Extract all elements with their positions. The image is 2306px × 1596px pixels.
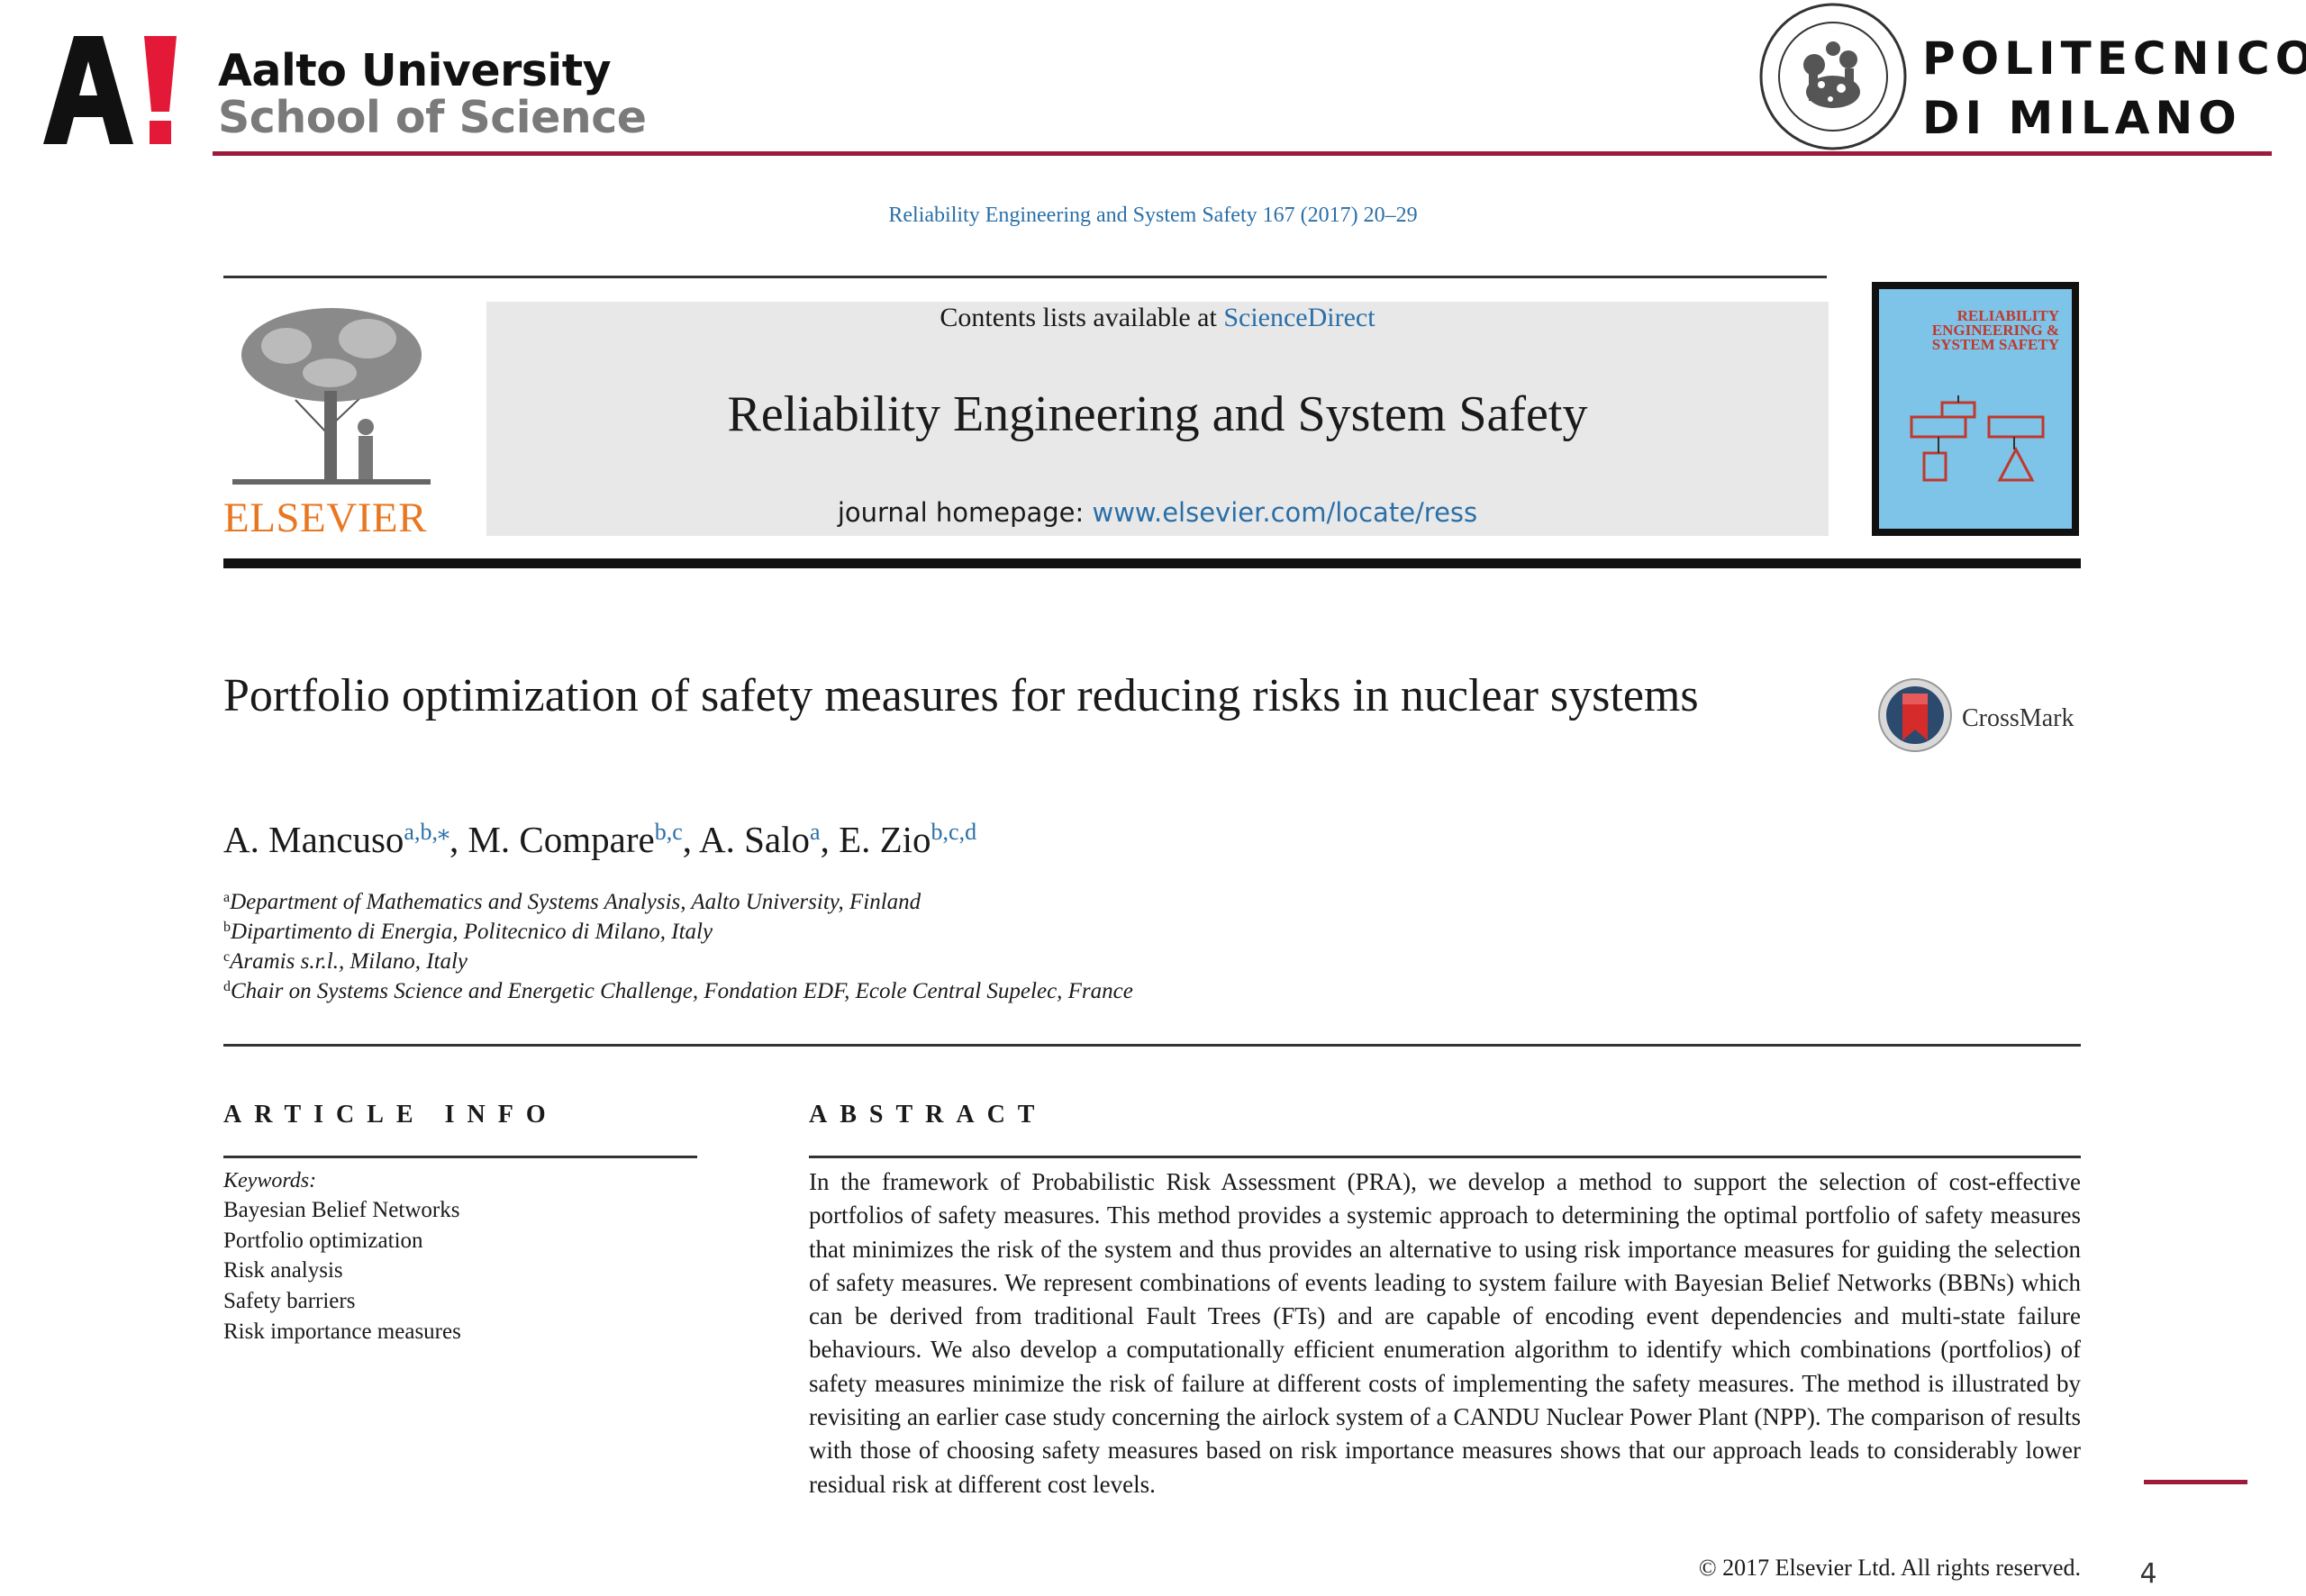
affiliation-item: aDepartment of Mathematics and Systems A…	[223, 890, 921, 915]
keyword-item: Risk importance measures	[223, 1319, 461, 1344]
affiliation-text: Department of Mathematics and Systems An…	[230, 890, 921, 914]
journal-citation[interactable]: Reliability Engineering and System Safet…	[888, 204, 1418, 227]
section-divider	[223, 1044, 2081, 1047]
affiliation-item: cAramis s.r.l., Milano, Italy	[223, 949, 468, 975]
header-divider	[213, 151, 2272, 156]
keyword-item: Risk analysis	[223, 1258, 343, 1283]
author-name[interactable]: E. Zio	[839, 819, 931, 860]
contents-available-line: Contents lists available at ScienceDirec…	[486, 303, 1829, 333]
keyword-item: Portfolio optimization	[223, 1229, 423, 1253]
keyword-item: Bayesian Belief Networks	[223, 1198, 460, 1222]
cover-title: RELIABILITY ENGINEERING & SYSTEM SAFETY	[1931, 307, 2059, 353]
author-name[interactable]: A. Salo	[699, 819, 811, 860]
sciencedirect-link[interactable]: ScienceDirect	[1223, 303, 1375, 332]
crossmark-icon[interactable]	[1877, 677, 1953, 753]
polimi-seal-icon	[1759, 3, 1907, 150]
polimi-name-line1: POLITECNICO	[1922, 32, 2306, 85]
article-title: Portfolio optimization of safety measure…	[223, 670, 1699, 721]
page-number: 4	[2139, 1558, 2157, 1590]
affiliation-text: Aramis s.r.l., Milano, Italy	[230, 949, 468, 974]
aalto-logo	[43, 36, 177, 144]
affiliation-key: c	[223, 949, 231, 965]
journal-header-box	[486, 302, 1829, 536]
aalto-university-name: Aalto University	[218, 45, 612, 96]
cover-diagram-icon	[1910, 395, 2045, 482]
crossmark-label[interactable]: CrossMark	[1962, 704, 2074, 732]
journal-homepage-line: journal homepage: www.elsevier.com/locat…	[486, 497, 1829, 528]
elsevier-wordmark: ELSEVIER	[223, 494, 427, 541]
copyright-notice: © 2017 Elsevier Ltd. All rights reserved…	[1698, 1555, 2081, 1581]
author-name[interactable]: M. Compare	[468, 819, 655, 860]
keywords-label: Keywords:	[223, 1169, 317, 1192]
article-info-heading: ARTICLE INFO	[223, 1101, 558, 1129]
author-affiliation-marks: b,c	[654, 819, 683, 845]
band-bottom-divider	[223, 558, 2081, 568]
affiliation-item: dChair on Systems Science and Energetic …	[223, 979, 1133, 1004]
journal-title: Reliability Engineering and System Safet…	[727, 386, 1588, 442]
affiliation-text: Dipartimento di Energia, Politecnico di …	[231, 920, 713, 944]
author-name[interactable]: A. Mancuso	[223, 819, 404, 860]
journal-cover-image: RELIABILITY ENGINEERING & SYSTEM SAFETY	[1872, 282, 2079, 536]
author-affiliation-marks: b,c,d	[931, 819, 977, 845]
keyword-item: Safety barriers	[223, 1289, 356, 1313]
homepage-prefix: journal homepage:	[837, 497, 1093, 528]
contents-prefix: Contents lists available at	[940, 303, 1224, 332]
author-affiliation-marks: a,b,⁎	[404, 819, 449, 845]
journal-cover-art: RELIABILITY ENGINEERING & SYSTEM SAFETY	[1879, 289, 2072, 529]
affiliation-key: d	[223, 979, 231, 994]
affiliation-key: a	[223, 890, 231, 905]
affiliation-text: Chair on Systems Science and Energetic C…	[231, 979, 1133, 1003]
author-list: A. Mancusoa,b,⁎, M. Compareb,c, A. Saloa…	[223, 819, 977, 860]
elsevier-tree-icon	[232, 308, 431, 485]
article-info-rule	[223, 1156, 697, 1158]
affiliation-item: bDipartimento di Energia, Politecnico di…	[223, 920, 713, 945]
abstract-body: In the framework of Probabilistic Risk A…	[809, 1168, 2081, 1498]
slide-accent-line	[2144, 1480, 2247, 1484]
abstract-heading: ABSTRACT	[809, 1101, 1048, 1129]
abstract-rule	[809, 1156, 2081, 1158]
aalto-school-name: School of Science	[218, 92, 647, 143]
journal-homepage-link[interactable]: www.elsevier.com/locate/ress	[1092, 497, 1478, 528]
affiliation-key: b	[223, 920, 231, 935]
band-top-divider	[223, 276, 1827, 278]
author-affiliation-marks: a	[810, 819, 821, 845]
polimi-name-line2: DI MILANO	[1922, 92, 2242, 144]
